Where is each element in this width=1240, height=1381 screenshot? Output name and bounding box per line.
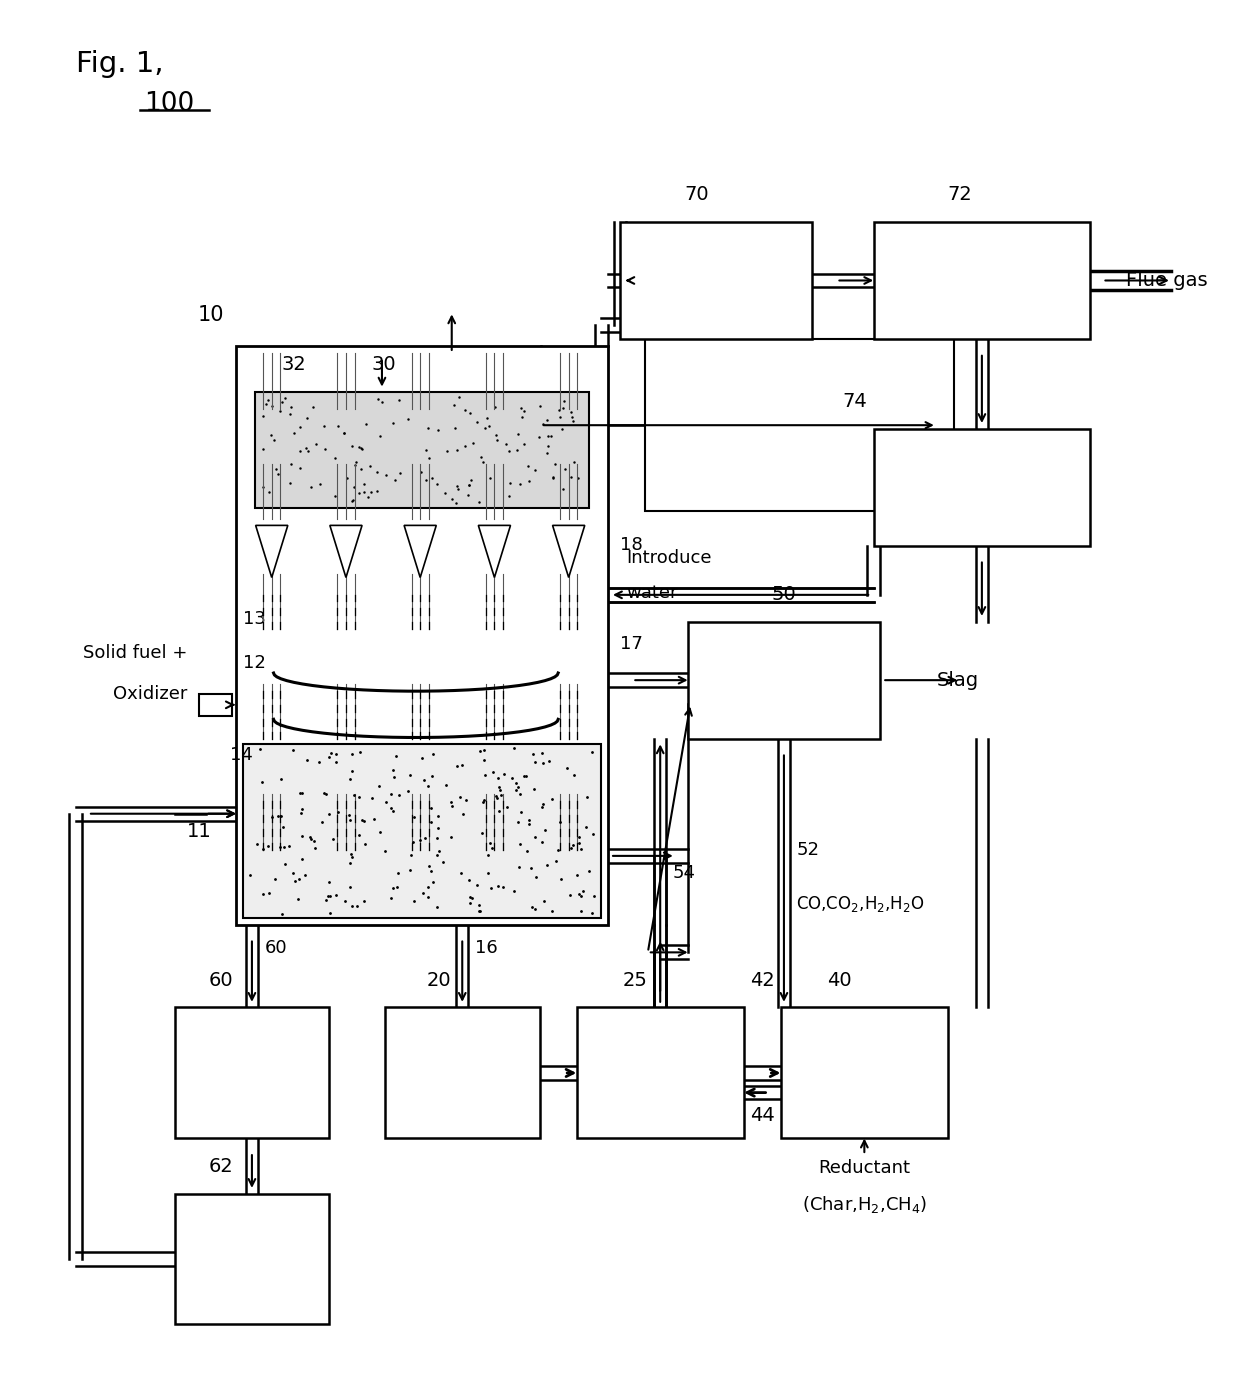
- Text: Slag: Slag: [936, 671, 978, 689]
- Bar: [175, 1008, 330, 1138]
- Bar: [577, 1008, 744, 1138]
- Text: Oxidizer: Oxidizer: [113, 685, 187, 703]
- Text: 18: 18: [620, 536, 642, 554]
- Text: 72: 72: [947, 185, 972, 204]
- Text: 74: 74: [843, 392, 868, 410]
- Bar: [781, 1008, 947, 1138]
- Polygon shape: [330, 525, 362, 577]
- Text: 42: 42: [750, 971, 775, 990]
- Bar: [384, 1008, 539, 1138]
- Text: Introduce: Introduce: [626, 550, 712, 568]
- Text: 20: 20: [427, 971, 451, 990]
- Text: 50: 50: [771, 584, 796, 603]
- Bar: [645, 340, 954, 511]
- Text: 30: 30: [372, 355, 397, 374]
- Text: Solid fuel +: Solid fuel +: [83, 644, 187, 661]
- Text: 52: 52: [796, 841, 820, 859]
- Text: 54: 54: [672, 865, 696, 882]
- Text: CO,CO$_2$,H$_2$,H$_2$O: CO,CO$_2$,H$_2$,H$_2$O: [796, 894, 925, 914]
- Text: 60: 60: [264, 939, 286, 957]
- Bar: [200, 693, 232, 715]
- Text: 16: 16: [475, 939, 497, 957]
- Bar: [874, 222, 1090, 340]
- Text: 70: 70: [684, 185, 709, 204]
- Text: water: water: [626, 584, 678, 602]
- Text: 60: 60: [208, 971, 233, 990]
- Text: 10: 10: [197, 305, 224, 326]
- Bar: [237, 347, 608, 925]
- Text: Fig. 1,: Fig. 1,: [76, 50, 164, 77]
- Text: Reductant: Reductant: [818, 1159, 910, 1177]
- Text: 100: 100: [144, 91, 193, 117]
- Polygon shape: [479, 525, 511, 577]
- Bar: [874, 428, 1090, 545]
- Bar: [175, 1193, 330, 1324]
- Bar: [620, 222, 812, 340]
- Text: 13: 13: [243, 610, 265, 628]
- Bar: [663, 359, 935, 490]
- Bar: [243, 744, 601, 918]
- Text: 25: 25: [622, 971, 647, 990]
- Text: 44: 44: [750, 1106, 775, 1126]
- Polygon shape: [255, 525, 288, 577]
- Text: Flue gas: Flue gas: [1126, 271, 1208, 290]
- Bar: [255, 392, 589, 508]
- Polygon shape: [404, 525, 436, 577]
- Text: 17: 17: [620, 635, 642, 653]
- Bar: [688, 621, 880, 739]
- Text: 11: 11: [187, 822, 212, 841]
- Text: (Char,H$_2$,CH$_4$): (Char,H$_2$,CH$_4$): [802, 1193, 928, 1214]
- Text: 62: 62: [208, 1157, 233, 1175]
- Text: 40: 40: [827, 971, 852, 990]
- Text: 14: 14: [231, 746, 253, 764]
- Text: 32: 32: [281, 355, 306, 374]
- Text: Discharge vaper: Discharge vaper: [719, 416, 879, 435]
- Text: 12: 12: [243, 653, 265, 671]
- Polygon shape: [553, 525, 585, 577]
